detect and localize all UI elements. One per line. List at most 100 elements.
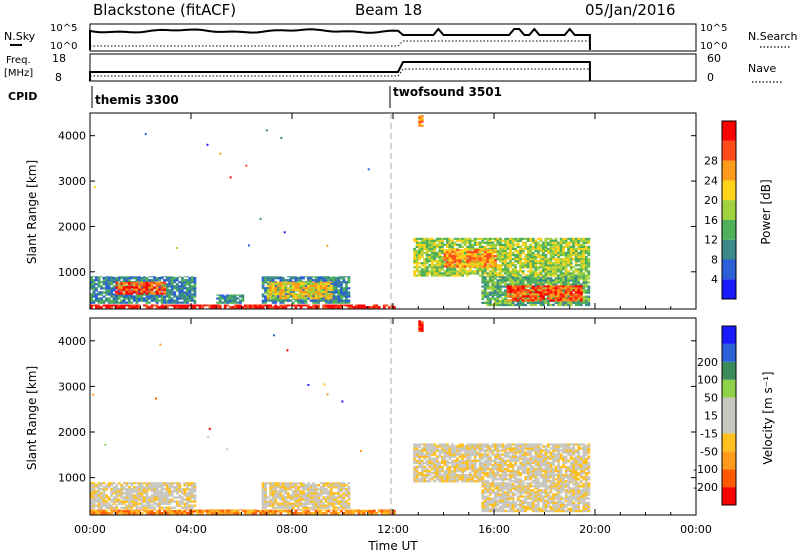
echo-region: [418, 115, 424, 127]
echo-cell: [122, 512, 126, 515]
echo-cell: [299, 484, 303, 487]
echo-cell: [425, 245, 429, 248]
echo-cell: [337, 283, 341, 286]
echo-cell: [367, 509, 371, 511]
echo-cell: [514, 260, 517, 263]
echo-cell: [463, 241, 467, 244]
echo-cell: [564, 295, 568, 298]
echo-cell: [286, 279, 290, 282]
echo-cell: [413, 270, 416, 273]
echo-cell: [463, 249, 467, 252]
echo-cell: [289, 295, 293, 298]
echo-cell: [562, 299, 565, 302]
echo-cell: [534, 283, 538, 286]
echo-cell: [511, 247, 515, 251]
echo-cell: [110, 295, 113, 298]
echo-cell: [511, 285, 515, 288]
echo-cell: [471, 250, 475, 254]
echo-cell: [213, 306, 217, 309]
echo-cell: [92, 502, 96, 505]
echo-cell: [519, 264, 523, 267]
echo-cell: [491, 265, 495, 268]
echo-cell: [418, 241, 422, 244]
echo-cell: [178, 490, 182, 493]
echo-cell: [448, 255, 452, 258]
echo-cell: [443, 253, 447, 256]
echo-cell: [448, 261, 452, 264]
echo-cell: [226, 294, 230, 296]
echo-cell: [418, 461, 422, 464]
echo-cell: [345, 291, 348, 294]
echo-cell: [534, 277, 538, 280]
echo-cell: [160, 506, 164, 509]
echo-cell: [430, 262, 434, 265]
echo-cell: [415, 237, 419, 240]
echo-cell: [488, 255, 492, 258]
echo-cell: [579, 303, 583, 307]
echo-cell: [458, 270, 462, 273]
echo-cell: [547, 297, 550, 300]
echo-cell: [302, 277, 305, 280]
echo-cell: [284, 484, 288, 487]
echo-cell: [289, 482, 293, 485]
echo-cell: [286, 512, 290, 515]
echo-cell: [155, 498, 159, 501]
echo-cell: [180, 295, 184, 298]
echo-cell: [175, 304, 179, 307]
echo-cell: [524, 285, 528, 288]
echo-cell: [160, 509, 164, 511]
echo-cell: [539, 303, 543, 307]
echo-cell: [193, 304, 197, 307]
echo-cell: [478, 259, 482, 262]
echo-cell: [494, 291, 497, 294]
echo-cell: [526, 264, 530, 267]
echo-cell: [360, 306, 363, 309]
echo-cell: [324, 496, 328, 499]
echo-cell: [312, 276, 315, 278]
echo-cell: [413, 272, 416, 275]
echo-cell: [435, 469, 439, 473]
echo-cell: [504, 258, 507, 261]
echo-cell: [302, 512, 305, 515]
echo-cell: [544, 299, 548, 302]
echo-cell: [547, 237, 550, 240]
echo-cell: [203, 304, 207, 307]
echo-cell: [438, 245, 442, 248]
echo-cell: [228, 512, 232, 515]
echo-cell: [186, 299, 189, 302]
echo-cell: [317, 277, 320, 280]
echo-cell: [175, 301, 179, 304]
echo-cell: [158, 496, 161, 499]
echo-cell: [102, 281, 106, 284]
echo-cell: [572, 276, 576, 278]
echo-cell: [418, 445, 422, 448]
echo-cell: [491, 303, 495, 307]
echo-cell: [423, 469, 427, 473]
echo-cell: [266, 482, 270, 485]
echo-cell: [425, 449, 429, 452]
echo-cell: [423, 268, 427, 271]
echo-cell: [441, 241, 444, 244]
echo-cell: [289, 494, 293, 497]
echo-cell: [178, 482, 182, 485]
echo-cell: [115, 484, 119, 487]
echo-cell: [150, 496, 154, 499]
echo-cell: [281, 304, 285, 307]
echo-cell: [491, 251, 495, 255]
echo-cell: [539, 262, 543, 265]
echo-cell: [175, 500, 179, 503]
echo-cell: [516, 299, 520, 302]
echo-cell: [549, 247, 553, 251]
echo-cell: [314, 279, 318, 282]
echo-cell: [186, 496, 189, 499]
echo-cell: [100, 509, 103, 511]
echo-cell: [266, 288, 270, 292]
echo-cell: [549, 283, 553, 286]
echo-cell: [163, 292, 166, 295]
echo-cell: [158, 281, 161, 283]
echo-cell: [294, 292, 298, 296]
echo-cell: [387, 509, 391, 511]
echo-cell: [547, 287, 550, 290]
echo-cell: [130, 290, 134, 293]
echo-cell: [415, 476, 419, 479]
